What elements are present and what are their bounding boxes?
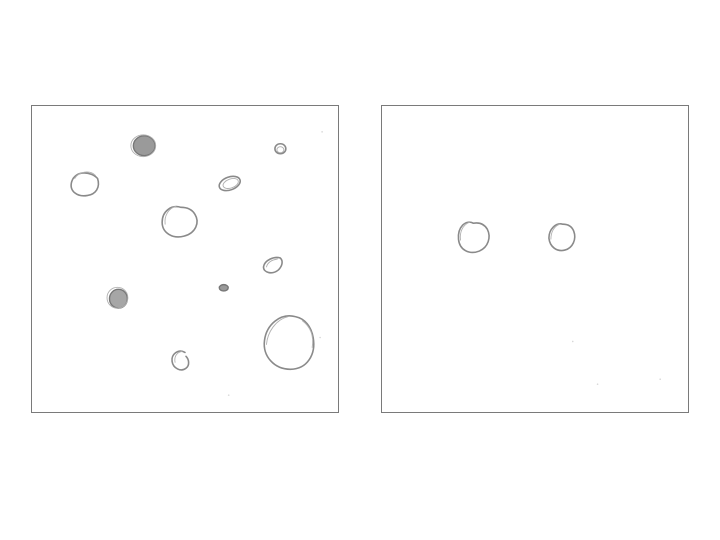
outline-circle xyxy=(262,256,283,274)
filled-circle xyxy=(106,286,129,309)
outline-circle xyxy=(70,171,100,197)
outline-circle xyxy=(218,175,242,192)
left-panel xyxy=(31,105,339,413)
filled-circle xyxy=(130,134,157,158)
outline-circle xyxy=(161,205,198,238)
outline-circle xyxy=(171,350,190,371)
left-sketch-canvas xyxy=(70,131,323,396)
outline-circle xyxy=(457,221,490,254)
outline-circle xyxy=(263,315,315,371)
filled-circle xyxy=(218,283,229,292)
right-panel xyxy=(381,105,689,413)
outline-circle xyxy=(274,142,287,155)
right-sketch-canvas xyxy=(457,221,661,385)
outline-circle xyxy=(548,223,576,252)
